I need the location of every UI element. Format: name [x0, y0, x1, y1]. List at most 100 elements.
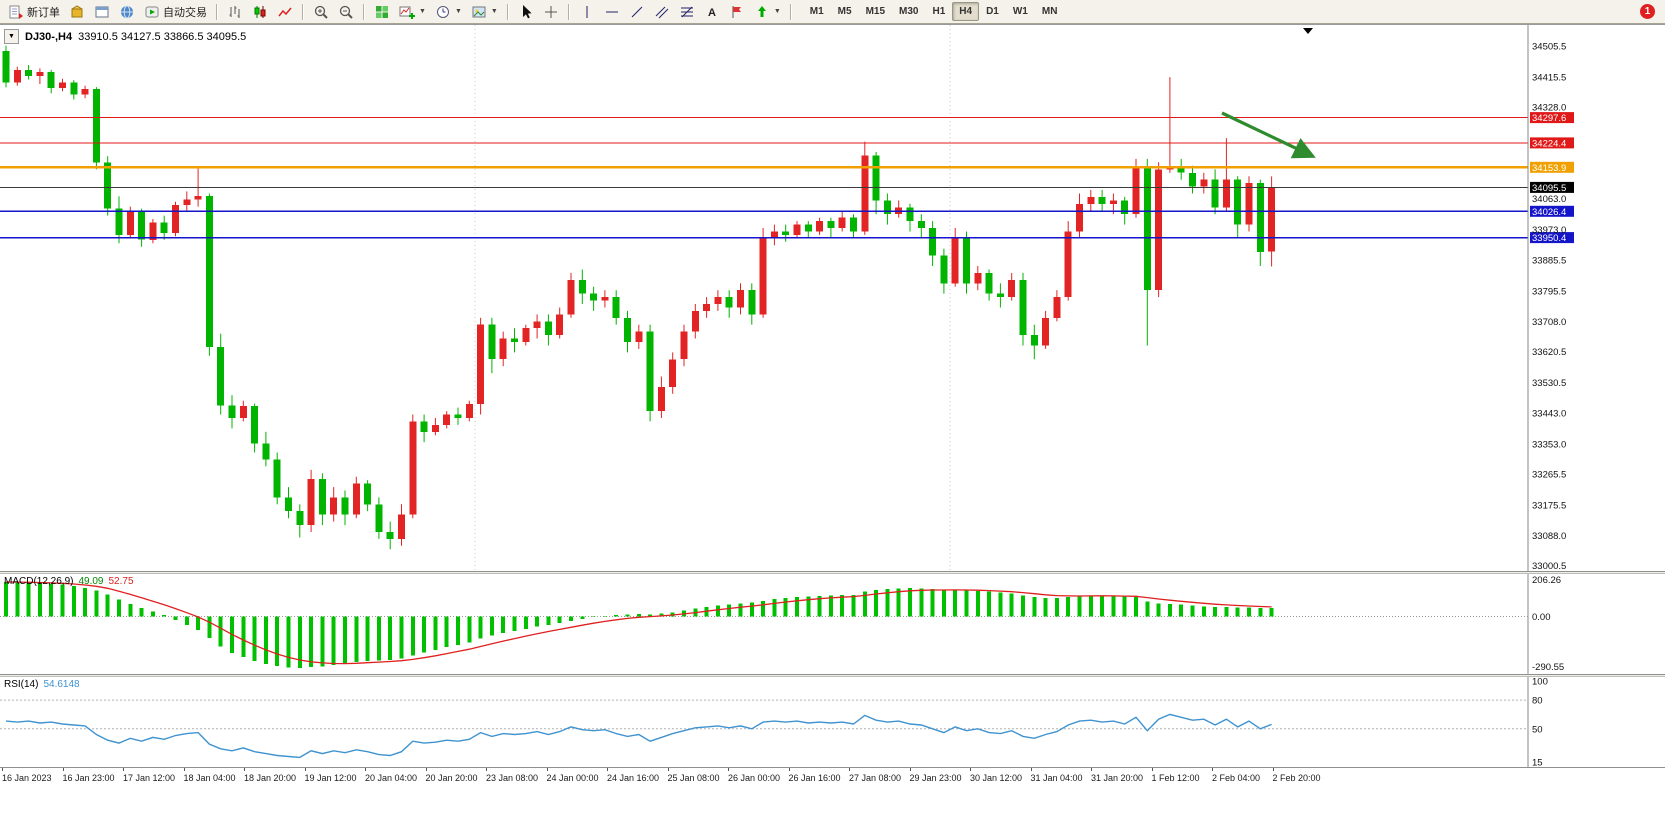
candle-body — [522, 328, 530, 342]
macd-scale-label: 206.26 — [1532, 575, 1561, 586]
template-button[interactable]: ▼ — [467, 1, 502, 23]
candlestick-chart-button[interactable] — [248, 1, 272, 23]
text-tool[interactable]: A — [700, 1, 724, 23]
trendline-tool[interactable] — [625, 1, 649, 23]
window-icon[interactable] — [90, 1, 114, 23]
time-axis-tick — [607, 768, 608, 771]
level-price-tag-label: 34297.6 — [1532, 113, 1566, 124]
main-price-chart[interactable]: 34297.6 34224.4 34153.9 34026.4 33950.4 34095… — [0, 25, 1665, 571]
candle-body — [1155, 169, 1163, 291]
timeframe-button-w1[interactable]: W1 — [1012, 6, 1028, 17]
horizontal-line-tool[interactable] — [600, 1, 624, 23]
new-chart-button[interactable]: ▼ — [395, 1, 430, 23]
timeframe-buttons: M1 M5 M15 M30 H1 H4 D1 W1 MN — [803, 2, 1065, 21]
globe-icon[interactable] — [115, 1, 139, 23]
level-price-tag-label: 34026.4 — [1532, 207, 1566, 218]
new-order-label: 新订单 — [27, 6, 60, 19]
time-axis-label: 19 Jan 12:00 — [304, 773, 357, 783]
rsi-label: RSI(14) 54.6148 — [4, 679, 80, 690]
candle-body — [1098, 196, 1106, 204]
autotrading-button[interactable]: 自动交易 — [140, 1, 211, 23]
bar-chart-icon — [227, 4, 243, 20]
chart-symbol-period: DJ30-,H4 — [25, 30, 73, 43]
candle-body — [183, 199, 191, 206]
timeframe-button-m30[interactable]: M30 — [899, 6, 919, 17]
candle-body — [1064, 231, 1072, 298]
time-axis-label: 16 Jan 2023 — [2, 773, 52, 783]
candle-body — [1245, 183, 1253, 225]
time-axis-label: 26 Jan 16:00 — [788, 773, 841, 783]
price-tick-label: 34063.0 — [1532, 194, 1566, 205]
line-chart-button[interactable] — [273, 1, 297, 23]
candle-body — [465, 404, 473, 418]
candle-body — [205, 196, 213, 347]
timeframe-button-h1[interactable]: H1 — [932, 6, 946, 17]
timeframe-button-mn[interactable]: MN — [1041, 6, 1058, 17]
panel-splitter[interactable] — [0, 674, 1665, 677]
line-chart-icon — [277, 4, 293, 20]
timeframe-button-m5[interactable]: M5 — [837, 6, 852, 17]
zoom-in-button[interactable] — [309, 1, 333, 23]
new-order-button[interactable]: 新订单 — [4, 1, 64, 23]
candle-body — [1234, 179, 1242, 225]
panel-splitter[interactable] — [0, 571, 1665, 574]
price-tick-label: 33708.0 — [1532, 317, 1566, 328]
candle-body — [1189, 172, 1196, 187]
timeframe-button-h4[interactable]: H4 — [952, 2, 980, 21]
timeframe-button-m15[interactable]: M15 — [865, 6, 886, 17]
arrows-tool[interactable]: ▼ — [750, 1, 785, 23]
timeframe-button-d1[interactable]: D1 — [986, 6, 999, 17]
time-axis-label: 16 Jan 23:00 — [62, 773, 115, 783]
crosshair-button[interactable] — [539, 1, 563, 23]
bar-chart-button[interactable] — [223, 1, 247, 23]
zoom-out-icon — [338, 4, 354, 20]
candle-body — [1053, 297, 1061, 318]
period-button[interactable]: ▼ — [431, 1, 466, 23]
price-tick-label: 33973.0 — [1532, 225, 1566, 236]
candle-body — [883, 200, 891, 215]
candle-body — [352, 483, 360, 515]
candle-body — [1042, 317, 1050, 346]
new-chart-icon — [399, 4, 415, 20]
cursor-button[interactable] — [514, 1, 538, 23]
candle-body — [1268, 187, 1276, 252]
clock-icon — [435, 4, 451, 20]
macd-scale-label: 0.00 — [1532, 612, 1551, 623]
candle-body — [398, 514, 405, 539]
candle-body — [70, 82, 78, 95]
price-tick-label: 33265.5 — [1532, 470, 1566, 481]
candle-body — [149, 222, 157, 240]
rsi-line — [5, 713, 1272, 759]
tile-windows-button[interactable] — [370, 1, 394, 23]
rsi-panel-chart[interactable]: 100 80 50 15 — [0, 677, 1665, 767]
vertical-line-tool[interactable] — [575, 1, 599, 23]
price-tick-label: 33000.5 — [1532, 561, 1566, 571]
svg-text:A: A — [708, 7, 716, 19]
time-axis-tick — [970, 768, 971, 771]
candle-body — [827, 221, 835, 228]
rsi-scale-label: 50 — [1532, 724, 1543, 735]
fibonacci-tool[interactable] — [675, 1, 699, 23]
candle-body — [680, 331, 688, 360]
candle-body — [126, 212, 134, 235]
rsi-value: 54.6148 — [43, 679, 80, 690]
one-click-trading-toggle[interactable]: ▼ — [4, 29, 19, 44]
toolbar-separator — [567, 3, 570, 20]
channel-tool[interactable] — [650, 1, 674, 23]
time-axis-tick — [2, 768, 3, 771]
candle-body — [612, 297, 620, 318]
label-tool[interactable] — [725, 1, 749, 23]
notification-badge[interactable]: 1 — [1640, 4, 1655, 19]
candle-body — [1030, 335, 1038, 346]
time-axis[interactable]: 16 Jan 2023 16 Jan 23:00 17 Jan 12:00 18 Ja… — [0, 767, 1665, 790]
zoom-out-button[interactable] — [334, 1, 358, 23]
time-axis-label: 29 Jan 23:00 — [909, 773, 962, 783]
candle-body — [115, 208, 123, 235]
yellow-box-icon[interactable] — [65, 1, 89, 23]
text-icon: A — [704, 4, 720, 20]
candle-body — [1143, 165, 1151, 291]
macd-panel-chart[interactable]: 206.26 0.00 -290.55 — [0, 574, 1665, 674]
timeframe-button-m1[interactable]: M1 — [809, 6, 824, 17]
fibonacci-icon — [679, 4, 695, 20]
